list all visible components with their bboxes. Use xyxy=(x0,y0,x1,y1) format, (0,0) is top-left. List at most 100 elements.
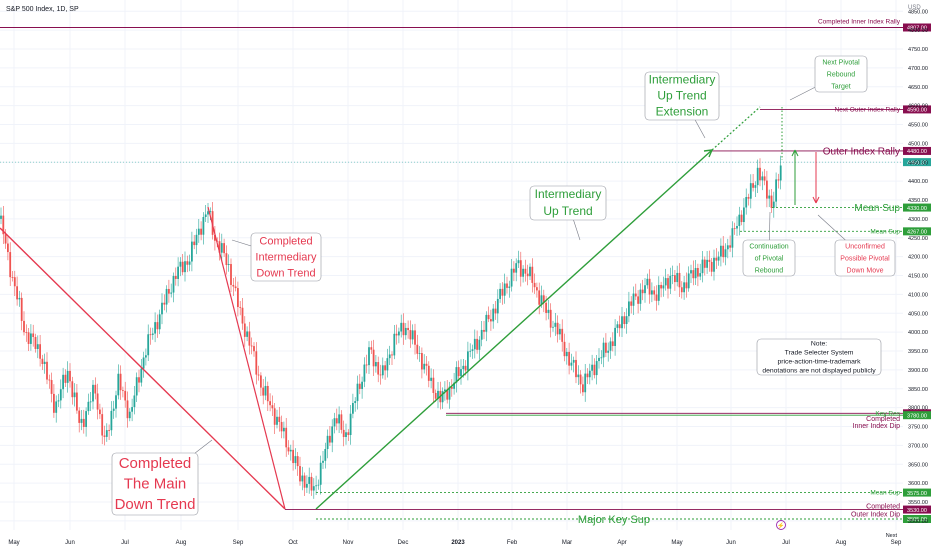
candle-body xyxy=(232,284,235,287)
candle-body xyxy=(411,330,414,340)
currency-label: USD xyxy=(908,5,921,11)
completed-intermediary-down-trend-line-1: Intermediary xyxy=(255,252,317,264)
candle-body xyxy=(50,380,53,394)
candle-body xyxy=(36,344,39,349)
candle-body xyxy=(609,341,612,351)
event-marker-icon xyxy=(776,520,786,530)
y-tick-label: 4500.00 xyxy=(908,141,928,147)
candle-body xyxy=(455,367,458,383)
candle-body xyxy=(582,384,584,393)
candle-body xyxy=(503,283,506,296)
candle-body xyxy=(444,389,446,392)
x-tick-label: Apr xyxy=(617,540,626,546)
intermediary-up-trend-box xyxy=(529,185,607,221)
candle-body xyxy=(165,288,168,305)
candle-body xyxy=(257,374,260,376)
y-tick-label: 3750.00 xyxy=(908,425,928,431)
candle-body xyxy=(531,266,534,283)
candle-body xyxy=(423,363,426,370)
price-axis[interactable]: 3500.00 3550.00 3600.00 3650.00 3700.00 3750.… xyxy=(908,9,928,525)
candle-body xyxy=(156,322,159,330)
candle-body xyxy=(239,307,242,308)
candle-body xyxy=(64,374,67,383)
level-label: Outer Index Rally xyxy=(823,146,900,157)
candle-body xyxy=(278,416,281,422)
x-tick-label: Nov xyxy=(343,540,354,546)
x-tick-label: Aug xyxy=(176,540,187,546)
candle-body xyxy=(207,211,209,215)
intermediary-up-trend-line-1: Up Trend xyxy=(543,204,592,218)
candle-body xyxy=(69,370,71,382)
candle-body xyxy=(565,351,568,357)
candle-body xyxy=(513,268,515,273)
candle-body xyxy=(400,322,403,332)
candle-body xyxy=(234,286,237,289)
price-tag-label: 3530.00 xyxy=(907,508,927,514)
completed-main-down-trend-line-0: Completed xyxy=(119,455,192,472)
candle-body xyxy=(731,228,734,248)
next-label: Next xyxy=(886,533,898,539)
candle-body xyxy=(354,401,357,403)
level-label: Key Res xyxy=(875,410,900,417)
candle-body xyxy=(53,393,55,413)
candle-body xyxy=(57,400,60,402)
candle-body xyxy=(418,353,421,354)
candle-body xyxy=(138,377,140,383)
candle-body xyxy=(662,285,665,289)
y-tick-label: 4200.00 xyxy=(908,255,928,261)
main-down-trend-line xyxy=(0,227,286,510)
candle-body xyxy=(345,432,347,438)
candle-body xyxy=(579,374,582,385)
candle-body xyxy=(747,197,750,199)
candle-body xyxy=(262,387,265,396)
price-tag-label: 3575.00 xyxy=(907,491,927,497)
y-tick-label: 3900.00 xyxy=(908,368,928,374)
candle-body xyxy=(655,294,658,301)
candle-body xyxy=(55,401,58,413)
candle-body xyxy=(370,347,373,350)
up-trend-extension-line xyxy=(711,106,761,151)
candle-body xyxy=(227,264,230,266)
unconfirmed-pivotal-down-move: Unconfirmed Possible Pivotal Down Move xyxy=(817,214,896,277)
x-tick-label: Aug xyxy=(836,540,847,546)
x-tick-label: Oct xyxy=(288,540,298,546)
candle-body xyxy=(540,295,543,305)
time-axis[interactable]: May Jun Jul Aug Sep Oct Nov Dec 2023 Feb Mar Apr May… xyxy=(8,540,902,546)
x-tick-label: May xyxy=(8,540,19,546)
candle-body xyxy=(478,339,481,350)
candle-body xyxy=(595,361,598,376)
x-tick-label: Sep xyxy=(233,540,244,546)
price-tag xyxy=(903,505,931,514)
candle-body xyxy=(586,373,589,378)
candle-body xyxy=(174,275,177,279)
y-tick-label: 3850.00 xyxy=(908,387,928,393)
candle-body xyxy=(717,256,720,261)
candle-body xyxy=(427,365,430,381)
candle-body xyxy=(763,176,766,181)
candle-body xyxy=(736,225,738,229)
price-tag xyxy=(903,488,931,497)
candle-body xyxy=(317,484,320,486)
candle-body xyxy=(204,214,207,218)
intermediary-up-trend: Intermediary Up Trend xyxy=(529,185,607,241)
completed-intermediary-down-trend-line-2: Down Trend xyxy=(256,268,315,280)
candle-body xyxy=(16,286,18,300)
candle-body xyxy=(473,338,476,350)
candle-body xyxy=(163,302,166,305)
candle-body xyxy=(591,364,593,371)
candle-body xyxy=(563,341,566,357)
candle-body xyxy=(124,390,127,401)
candle-body xyxy=(218,241,221,253)
candle-body xyxy=(777,179,780,181)
candle-body xyxy=(448,386,451,400)
candle-body xyxy=(306,483,308,488)
y-tick-label: 3650.00 xyxy=(908,462,928,468)
candle-body xyxy=(628,301,630,317)
candle-body xyxy=(602,342,605,358)
candle-body xyxy=(515,263,518,273)
candle-body xyxy=(333,418,336,427)
candle-body xyxy=(377,362,380,375)
candle-body xyxy=(368,347,370,366)
candle-body xyxy=(195,234,198,246)
candle-body xyxy=(7,243,9,253)
